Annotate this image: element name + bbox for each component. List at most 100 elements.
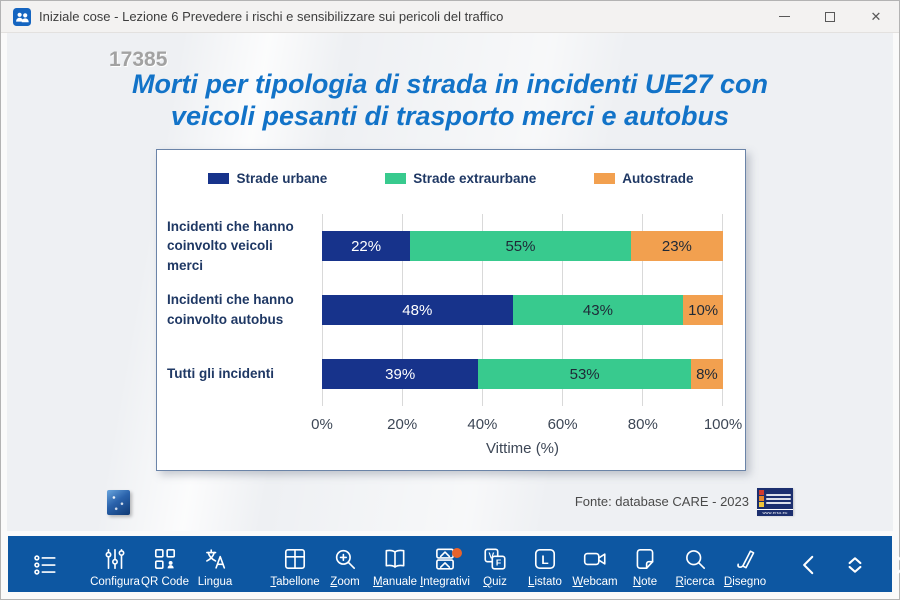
toolbar-label: Ricerca (675, 576, 715, 588)
maximize-icon (825, 11, 835, 22)
category-label: Tutti gli incidenti (167, 366, 274, 382)
toolbar-manuale-button[interactable]: Manuale (370, 536, 420, 592)
legend-swatch (594, 172, 616, 184)
toolbar-prev-button[interactable] (786, 536, 832, 592)
toolbar-label: Lingua (197, 576, 233, 588)
legend-swatch (208, 172, 230, 184)
slide-title: Morti per tipologia di strada in inciden… (131, 69, 769, 131)
source-text: Fonte: database CARE - 2023 (574, 494, 749, 509)
bar-segment: 39% (322, 359, 479, 389)
minimize-button[interactable] (761, 1, 807, 32)
slide-code: 17385 (109, 48, 168, 71)
toolbar-label: Configura (90, 576, 140, 588)
toolbar-label: Note (632, 576, 658, 588)
toolbar-webcam-button[interactable]: Webcam (570, 536, 620, 592)
qr-code-icon (152, 546, 178, 572)
legend-label: Strade urbane (236, 170, 328, 186)
toolbar-tabellone-button[interactable]: Tabellone (270, 536, 320, 592)
toolbar-label: Manuale (372, 576, 418, 588)
search-icon (682, 546, 708, 572)
toolbar-integrativi-button[interactable]: Integrativi (420, 536, 470, 592)
toolbar-qr-code-button[interactable]: QR Code (140, 536, 190, 592)
chart-row: Incidenti che hanno coinvolto veicoli me… (167, 214, 723, 278)
toolbar-label: Zoom (330, 576, 360, 588)
titlebar: Iniziale cose - Lezione 6 Prevedere i ri… (1, 1, 899, 33)
window-controls: ✕ (761, 1, 899, 32)
chart-row: Tutti gli incidenti 39% 53% 8% (167, 342, 723, 406)
category-label: Incidenti che hanno coinvolto autobus (167, 292, 294, 327)
grid-board-icon (282, 546, 308, 572)
chevron-left-icon (796, 552, 822, 578)
bar-segment: 23% (630, 231, 723, 261)
note-page-icon (632, 546, 658, 572)
legend-item: Autostrade (594, 170, 694, 186)
chevron-right-icon (888, 552, 900, 578)
toolbar-ricerca-button[interactable]: Ricerca (670, 536, 720, 592)
publisher-logo (107, 490, 130, 515)
sliders-icon (102, 546, 128, 572)
toolbar-quiz-button[interactable]: V F Quiz (470, 536, 520, 592)
app-people-icon (13, 7, 31, 26)
bar-segment: 43% (512, 295, 684, 325)
svg-text:L: L (541, 553, 548, 567)
toolbar-scroll-button[interactable] (832, 536, 878, 592)
bar-segment: 8% (690, 359, 723, 389)
chevron-up-down-icon (842, 552, 868, 578)
translate-icon (202, 546, 228, 572)
x-axis-label: Vittime (%) (485, 440, 560, 457)
bar-track: 39% 53% 8% (322, 359, 723, 389)
legend-label: Autostrade (622, 170, 694, 186)
toolbar-next-button[interactable] (878, 536, 900, 592)
legend-item: Strade urbane (208, 171, 327, 186)
toolbar: Configura QR Code Lingua Tabellone Zoom Manua… (8, 536, 900, 592)
toolbar-label: Disegno (723, 576, 767, 588)
maximize-button[interactable] (807, 1, 853, 32)
x-tick-label: 80% (627, 416, 658, 433)
toolbar-note-button[interactable]: Note (620, 536, 670, 592)
toolbar-zoom-button[interactable]: Zoom (320, 536, 370, 592)
chart-row: Incidenti che hanno coinvolto autobus 48%… (167, 278, 723, 342)
toolbar-label: Webcam (572, 576, 618, 588)
toolbar-label: QR Code (141, 576, 189, 588)
bar-segment: 53% (478, 359, 691, 389)
toolbar-listato-button[interactable]: L Listato (520, 536, 570, 592)
open-book-icon (382, 546, 408, 572)
bar-segment: 55% (410, 231, 631, 261)
bar-segment: 22% (322, 231, 411, 261)
toolbar-wrap: Configura QR Code Lingua Tabellone Zoom Manua… (1, 531, 900, 599)
svg-text:F: F (496, 558, 501, 568)
bar-segment: 48% (322, 295, 513, 325)
toolbar-configura-button[interactable]: Configura (90, 536, 140, 592)
chart-legend: Strade urbane Strade extraurbane Autostrad… (157, 168, 745, 188)
source-row: Fonte: database CARE - 2023 www.erso.eu (574, 488, 793, 516)
window-title: Iniziale cose - Lezione 6 Prevedere i ri… (39, 9, 504, 24)
toolbar-menu-button[interactable] (22, 536, 68, 592)
bar-track: 22% 55% 23% (322, 231, 723, 261)
slide-area: 17385 Morti per tipologia di strada in i… (1, 33, 899, 531)
x-tick-label: 20% (387, 416, 418, 433)
x-tick-label: 0% (311, 416, 333, 433)
toolbar-label: Quiz (483, 576, 507, 588)
toolbar-label: Integrativi (420, 576, 470, 588)
notification-badge (452, 548, 462, 558)
menu-list-icon (32, 552, 58, 578)
pen-icon (732, 546, 758, 572)
slides-stack-icon (432, 546, 462, 572)
x-axis-ticks: 0% 20% 40% 60% 80% 100% (311, 406, 742, 440)
toolbar-label: Tabellone (270, 576, 320, 588)
svg-text:V: V (489, 551, 495, 561)
zoom-in-icon (332, 546, 358, 572)
legend-label: Strade extraurbane (413, 170, 537, 186)
bar-segment: 10% (683, 295, 723, 325)
chart-plot: Incidenti che hanno coinvolto veicoli me… (167, 214, 742, 464)
legend-swatch (385, 172, 407, 184)
x-tick-label: 60% (547, 416, 578, 433)
minimize-icon (778, 16, 790, 17)
toolbar-label: Listato (528, 576, 562, 588)
toolbar-disegno-button[interactable]: Disegno (720, 536, 770, 592)
close-button[interactable]: ✕ (853, 1, 899, 32)
toolbar-lingua-button[interactable]: Lingua (190, 536, 240, 592)
erso-logo: www.erso.eu (757, 488, 793, 516)
close-icon: ✕ (870, 9, 882, 24)
